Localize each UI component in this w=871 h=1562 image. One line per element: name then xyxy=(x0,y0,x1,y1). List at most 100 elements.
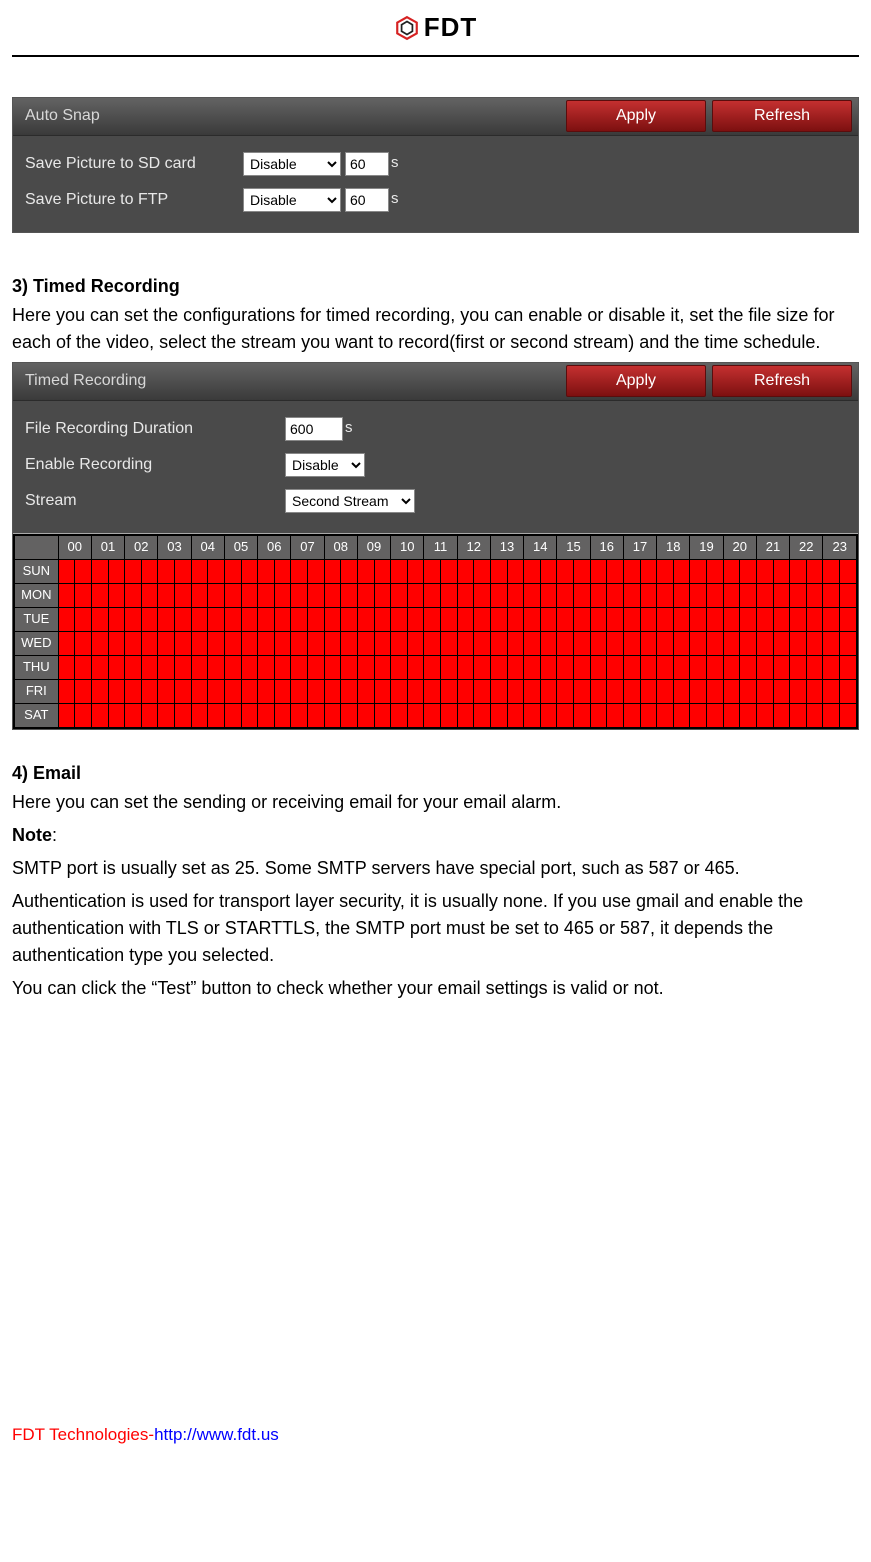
schedule-slot[interactable] xyxy=(623,631,640,655)
schedule-slot[interactable] xyxy=(773,679,790,703)
schedule-slot[interactable] xyxy=(490,559,507,583)
schedule-slot[interactable] xyxy=(108,631,125,655)
schedule-slot[interactable] xyxy=(507,655,524,679)
schedule-slot[interactable] xyxy=(341,679,358,703)
schedule-slot[interactable] xyxy=(175,679,192,703)
schedule-slot[interactable] xyxy=(407,655,424,679)
schedule-slot[interactable] xyxy=(524,655,541,679)
schedule-slot[interactable] xyxy=(723,703,740,727)
schedule-slot[interactable] xyxy=(407,679,424,703)
schedule-slot[interactable] xyxy=(623,655,640,679)
schedule-slot[interactable] xyxy=(424,703,441,727)
schedule-slot[interactable] xyxy=(806,607,823,631)
schedule-slot[interactable] xyxy=(640,559,657,583)
schedule-slot[interactable] xyxy=(773,583,790,607)
schedule-slot[interactable] xyxy=(424,583,441,607)
schedule-slot[interactable] xyxy=(324,703,341,727)
schedule-slot[interactable] xyxy=(823,679,840,703)
schedule-slot[interactable] xyxy=(806,631,823,655)
schedule-slot[interactable] xyxy=(341,583,358,607)
schedule-slot[interactable] xyxy=(840,703,857,727)
schedule-slot[interactable] xyxy=(208,583,225,607)
schedule-slot[interactable] xyxy=(108,703,125,727)
schedule-slot[interactable] xyxy=(175,655,192,679)
schedule-slot[interactable] xyxy=(291,583,308,607)
schedule-slot[interactable] xyxy=(640,607,657,631)
schedule-slot[interactable] xyxy=(640,679,657,703)
schedule-slot[interactable] xyxy=(707,583,724,607)
schedule-slot[interactable] xyxy=(524,559,541,583)
schedule-slot[interactable] xyxy=(58,583,75,607)
schedule-slot[interactable] xyxy=(208,631,225,655)
schedule-slot[interactable] xyxy=(740,655,757,679)
schedule-slot[interactable] xyxy=(790,655,807,679)
schedule-slot[interactable] xyxy=(574,631,591,655)
save-ftp-select[interactable]: Disable xyxy=(243,188,341,212)
schedule-slot[interactable] xyxy=(125,703,142,727)
schedule-slot[interactable] xyxy=(756,679,773,703)
schedule-slot[interactable] xyxy=(640,655,657,679)
schedule-slot[interactable] xyxy=(291,703,308,727)
schedule-slot[interactable] xyxy=(574,655,591,679)
schedule-slot[interactable] xyxy=(690,679,707,703)
schedule-slot[interactable] xyxy=(524,679,541,703)
schedule-slot[interactable] xyxy=(141,679,158,703)
schedule-slot[interactable] xyxy=(357,559,374,583)
schedule-slot[interactable] xyxy=(474,655,491,679)
schedule-slot[interactable] xyxy=(224,655,241,679)
schedule-slot[interactable] xyxy=(790,679,807,703)
schedule-slot[interactable] xyxy=(756,703,773,727)
schedule-slot[interactable] xyxy=(324,655,341,679)
schedule-slot[interactable] xyxy=(773,607,790,631)
schedule-slot[interactable] xyxy=(191,583,208,607)
schedule-slot[interactable] xyxy=(690,655,707,679)
schedule-slot[interactable] xyxy=(258,607,275,631)
schedule-slot[interactable] xyxy=(507,583,524,607)
schedule-slot[interactable] xyxy=(158,703,175,727)
schedule-slot[interactable] xyxy=(291,631,308,655)
schedule-slot[interactable] xyxy=(707,631,724,655)
schedule-slot[interactable] xyxy=(341,655,358,679)
schedule-slot[interactable] xyxy=(540,631,557,655)
schedule-slot[interactable] xyxy=(490,679,507,703)
schedule-slot[interactable] xyxy=(507,607,524,631)
schedule-slot[interactable] xyxy=(141,559,158,583)
schedule-slot[interactable] xyxy=(241,559,258,583)
schedule-slot[interactable] xyxy=(308,703,325,727)
schedule-slot[interactable] xyxy=(673,679,690,703)
schedule-slot[interactable] xyxy=(341,559,358,583)
schedule-slot[interactable] xyxy=(557,607,574,631)
schedule-slot[interactable] xyxy=(441,559,458,583)
schedule-slot[interactable] xyxy=(241,607,258,631)
schedule-slot[interactable] xyxy=(224,583,241,607)
schedule-slot[interactable] xyxy=(640,583,657,607)
schedule-slot[interactable] xyxy=(574,607,591,631)
schedule-slot[interactable] xyxy=(407,559,424,583)
schedule-slot[interactable] xyxy=(308,607,325,631)
schedule-slot[interactable] xyxy=(441,607,458,631)
schedule-slot[interactable] xyxy=(108,655,125,679)
schedule-slot[interactable] xyxy=(75,559,92,583)
schedule-slot[interactable] xyxy=(208,559,225,583)
schedule-slot[interactable] xyxy=(441,631,458,655)
schedule-slot[interactable] xyxy=(58,655,75,679)
schedule-slot[interactable] xyxy=(507,703,524,727)
schedule-slot[interactable] xyxy=(740,559,757,583)
schedule-slot[interactable] xyxy=(823,655,840,679)
schedule-slot[interactable] xyxy=(607,655,624,679)
schedule-slot[interactable] xyxy=(274,679,291,703)
schedule-slot[interactable] xyxy=(258,655,275,679)
schedule-slot[interactable] xyxy=(407,607,424,631)
schedule-slot[interactable] xyxy=(58,631,75,655)
schedule-slot[interactable] xyxy=(623,559,640,583)
schedule-slot[interactable] xyxy=(457,583,474,607)
schedule-slot[interactable] xyxy=(524,631,541,655)
schedule-slot[interactable] xyxy=(374,583,391,607)
schedule-slot[interactable] xyxy=(823,559,840,583)
schedule-slot[interactable] xyxy=(840,679,857,703)
schedule-slot[interactable] xyxy=(673,607,690,631)
schedule-slot[interactable] xyxy=(557,631,574,655)
schedule-slot[interactable] xyxy=(91,655,108,679)
schedule-slot[interactable] xyxy=(58,679,75,703)
schedule-slot[interactable] xyxy=(274,703,291,727)
